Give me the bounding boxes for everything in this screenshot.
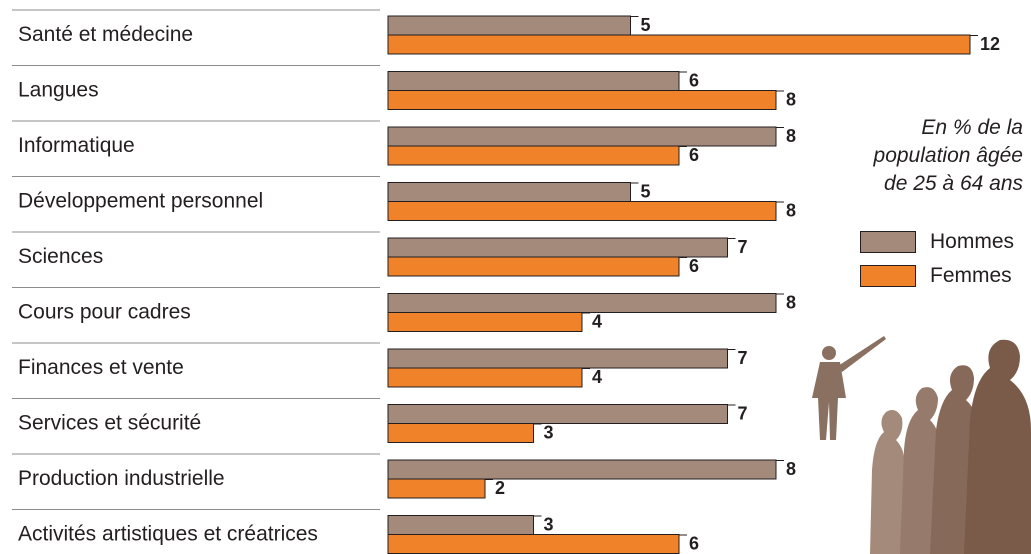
value-label: 7 — [738, 237, 748, 257]
bar-hommes — [387, 459, 777, 480]
category-label: Production industrielle — [18, 467, 225, 490]
presenter-icon — [812, 336, 886, 440]
legend-label: Hommes — [930, 230, 1015, 253]
value-label: 6 — [689, 256, 699, 276]
audience-icon — [870, 339, 1031, 554]
legend-item-femmes: Femmes — [860, 259, 1014, 293]
value-label: 6 — [689, 534, 699, 554]
bar-hommes — [387, 15, 631, 36]
category-label: Sciences — [18, 245, 103, 268]
value-label: 7 — [738, 348, 748, 368]
bars — [387, 15, 971, 554]
bar-hommes — [387, 182, 631, 202]
legend-swatch-hommes — [860, 231, 916, 253]
category-label: Services et sécurité — [18, 412, 201, 435]
note-line: de 25 à 64 ans — [884, 172, 1023, 195]
category-label: Langues — [18, 79, 99, 102]
bar-femmes — [387, 423, 534, 443]
bar-femmes — [387, 34, 971, 55]
value-label: 8 — [786, 459, 796, 479]
bar-femmes — [387, 478, 486, 499]
value-label: 4 — [592, 367, 602, 387]
note-line: population âgée — [873, 144, 1023, 167]
value-label: 4 — [592, 312, 602, 332]
bar-hommes — [387, 126, 777, 147]
bar-hommes — [387, 348, 728, 369]
value-label: 5 — [641, 15, 651, 35]
value-label: 7 — [738, 404, 748, 424]
value-label: 8 — [786, 201, 796, 221]
bar-femmes — [387, 145, 680, 166]
bar-hommes — [387, 293, 777, 313]
bar-hommes — [387, 515, 534, 535]
value-label: 3 — [544, 423, 554, 443]
value-label: 6 — [689, 145, 699, 165]
bar-femmes — [387, 534, 680, 554]
category-labels: Santé et médecine Langues Informatique Déve… — [18, 23, 318, 546]
note-line: En % de la — [921, 116, 1023, 139]
bar-femmes — [387, 367, 583, 388]
category-label: Développement personnel — [18, 190, 263, 213]
value-label: 5 — [641, 182, 651, 202]
legend: Hommes Femmes — [860, 225, 1014, 293]
legend-item-hommes: Hommes — [860, 225, 1014, 259]
value-label: 12 — [980, 34, 1000, 54]
value-label: 8 — [786, 90, 796, 110]
legend-label: Femmes — [930, 264, 1012, 287]
silhouette-illustration — [812, 336, 1031, 554]
category-label: Activités artistiques et créatrices — [18, 523, 318, 546]
value-labels: 5 12 6 8 8 6 5 8 7 6 8 4 7 4 7 3 8 2 3 6 — [485, 15, 1000, 554]
chart-note: En % de la population âgée de 25 à 64 an… — [803, 114, 1023, 198]
bar-femmes — [387, 312, 583, 332]
category-label: Santé et médecine — [18, 23, 193, 46]
bar-femmes — [387, 256, 680, 277]
legend-swatch-femmes — [860, 265, 916, 287]
value-label: 8 — [786, 293, 796, 313]
bar-hommes — [387, 71, 680, 91]
value-label: 2 — [495, 478, 505, 498]
row-separators — [12, 9, 380, 510]
value-label: 3 — [544, 515, 554, 535]
bar-hommes — [387, 237, 728, 258]
bar-femmes — [387, 201, 777, 221]
bar-femmes — [387, 90, 777, 110]
bar-hommes — [387, 404, 728, 424]
category-label: Finances et vente — [18, 356, 184, 379]
category-label: Informatique — [18, 134, 135, 157]
value-label: 8 — [786, 126, 796, 146]
value-label: 6 — [689, 71, 699, 91]
category-label: Cours pour cadres — [18, 301, 191, 324]
